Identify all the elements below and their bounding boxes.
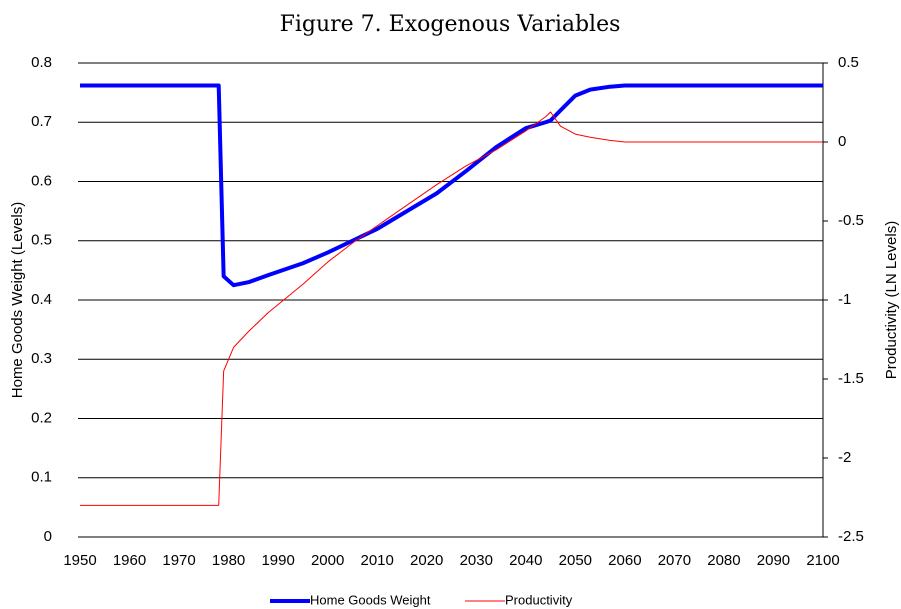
x-tick-label: 1960 bbox=[113, 552, 146, 569]
y-axis-label: Home Goods Weight (Levels) bbox=[9, 202, 26, 398]
y-tick-label: 0.1 bbox=[31, 469, 52, 486]
x-tick-label: 2030 bbox=[460, 552, 493, 569]
y2-tick-label: 0 bbox=[838, 133, 846, 150]
x-tick-label: 1990 bbox=[261, 552, 294, 569]
y-tick-label: 0.4 bbox=[31, 291, 52, 308]
y-tick-label: 0.8 bbox=[31, 54, 52, 71]
legend-label: Productivity bbox=[505, 592, 573, 607]
x-tick-label: 2090 bbox=[757, 552, 790, 569]
y-tick-label: 0 bbox=[44, 528, 52, 545]
y-tick-label: 0.7 bbox=[31, 113, 52, 130]
y-tick-label: 0.5 bbox=[31, 232, 52, 249]
x-tick-label: 2100 bbox=[806, 552, 839, 569]
y2-tick-label: -2 bbox=[838, 449, 851, 466]
series-line bbox=[80, 111, 823, 506]
x-tick-label: 2060 bbox=[608, 552, 641, 569]
legend-label: Home Goods Weight bbox=[310, 592, 431, 607]
x-tick-label: 2070 bbox=[658, 552, 691, 569]
y2-axis-label: Productivity (LN Levels) bbox=[883, 221, 900, 379]
y-tick-label: 0.6 bbox=[31, 172, 52, 189]
x-tick-label: 1950 bbox=[63, 552, 96, 569]
x-tick-label: 2020 bbox=[410, 552, 443, 569]
x-tick-label: 2010 bbox=[361, 552, 394, 569]
x-tick-label: 2050 bbox=[559, 552, 592, 569]
y2-tick-label: -1 bbox=[838, 291, 851, 308]
x-tick-label: 2080 bbox=[707, 552, 740, 569]
chart-title: Figure 7. Exogenous Variables bbox=[280, 12, 621, 37]
y-tick-label: 0.2 bbox=[31, 409, 52, 426]
x-tick-label: 1980 bbox=[212, 552, 245, 569]
x-tick-label: 2000 bbox=[311, 552, 344, 569]
y-tick-label: 0.3 bbox=[31, 350, 52, 367]
y2-tick-label: -0.5 bbox=[838, 212, 864, 229]
x-tick-label: 1970 bbox=[162, 552, 195, 569]
series-line bbox=[80, 83, 823, 288]
y2-tick-label: -1.5 bbox=[838, 370, 864, 387]
x-tick-label: 2040 bbox=[509, 552, 542, 569]
y2-tick-label: -2.5 bbox=[838, 528, 864, 545]
y2-tick-label: 0.5 bbox=[838, 54, 859, 71]
